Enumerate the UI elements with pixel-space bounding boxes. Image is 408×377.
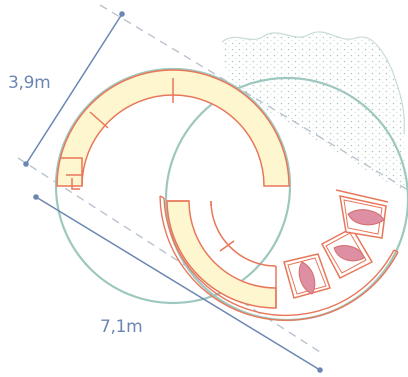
dimension-line-width xyxy=(25,13,123,165)
dimension-endpoint xyxy=(119,11,125,17)
planter-box-3 xyxy=(339,195,387,239)
planter-leaf-shape-icon xyxy=(347,209,385,226)
planter-leaf-shape-icon xyxy=(333,245,365,262)
planter-frame-top xyxy=(335,189,389,203)
planter-boxes xyxy=(283,189,389,299)
edge-boards xyxy=(159,195,399,321)
guide-line-top xyxy=(99,4,408,191)
upper-bench-outer xyxy=(56,69,290,187)
lower-ring-bench xyxy=(166,200,277,309)
dimension-endpoint xyxy=(33,194,39,200)
upper-ring-bench xyxy=(56,69,290,190)
planter-leaf-shape-icon xyxy=(298,261,316,295)
width-dimension-label: 3,9m xyxy=(8,73,50,93)
dimension-endpoint xyxy=(317,367,323,373)
guide-line-bottom xyxy=(17,157,321,353)
dimension-endpoint xyxy=(23,161,29,167)
dimension-length xyxy=(33,194,323,373)
dimension-width xyxy=(23,11,125,167)
length-dimension-label: 7,1m xyxy=(100,317,142,337)
edge-board-cap xyxy=(159,195,165,199)
planter-box-1 xyxy=(283,253,331,299)
bench-divider xyxy=(219,240,235,252)
dimension-line-length xyxy=(35,196,321,371)
circle-left xyxy=(54,67,292,305)
bench-inner-arc xyxy=(210,200,277,267)
bench-foot xyxy=(71,178,80,190)
bench-corner-cut xyxy=(61,157,83,186)
planter-box-2 xyxy=(320,226,374,279)
edge-board-outer xyxy=(159,195,399,321)
edge-board-inner xyxy=(163,197,395,317)
edge-board-cap xyxy=(393,249,399,253)
bench-divider xyxy=(89,111,109,129)
lower-bench-fill xyxy=(166,200,277,309)
